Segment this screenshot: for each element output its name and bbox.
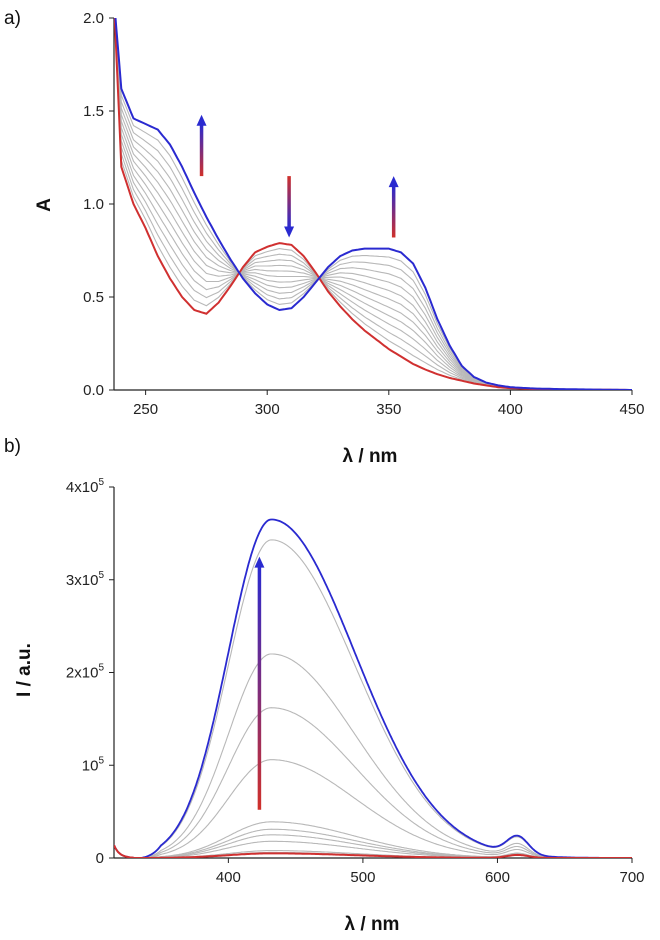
panel-b-y-tick-label: 4x105	[66, 477, 105, 496]
panel-b-y-tick-label: 105	[82, 755, 105, 774]
panel-a-traces	[114, 18, 632, 390]
panel-a-x-tick-label: 400	[498, 401, 523, 418]
panel-a-axes	[113, 18, 632, 391]
panel-a-x-tick-label: 250	[133, 401, 158, 418]
panel-b-ylabel: I / a.u.	[14, 643, 35, 697]
panel-a-intermediate-trace	[114, 18, 632, 390]
panel-b-traces	[114, 518, 632, 858]
panel-b-axes	[113, 487, 632, 859]
panel-a: a) 250 300 350 400 450 0.0 0.5 1.0 1.5 2.0 λ / nm…	[4, 8, 645, 467]
panel-a-ticks: 250 300 350 400 450 0.0 0.5 1.0 1.5 2.0	[83, 10, 644, 418]
panel-b-x-tick-label: 400	[216, 869, 241, 886]
panel-b-initial-trace	[114, 844, 632, 858]
panel-b-intermediate-trace	[114, 653, 632, 858]
panel-a-y-tick-label: 0.5	[83, 289, 104, 306]
y-tick-base: 10	[82, 757, 99, 774]
panel-a-arrow-up	[196, 114, 207, 177]
panel-b-final-trace	[114, 518, 632, 858]
panel-a-intermediate-trace	[114, 18, 632, 390]
panel-a-intermediate-trace	[114, 18, 632, 390]
panel-a-intermediate-trace	[114, 18, 632, 390]
y-tick-base: 0	[96, 850, 104, 867]
panel-a-y-tick-label: 1.0	[83, 196, 104, 213]
y-tick-exponent: 5	[98, 755, 104, 766]
panel-a-y-tick-label: 0.0	[83, 382, 104, 399]
panel-a-intermediate-trace	[114, 18, 632, 390]
panel-b-y-tick-label: 3x105	[66, 570, 105, 589]
panel-a-intermediate-trace	[114, 18, 632, 390]
panel-a-intermediate-trace	[114, 18, 632, 390]
panel-b-label: b)	[4, 436, 21, 457]
panel-a-xlabel: λ / nm	[343, 446, 398, 467]
y-tick-exponent: 5	[98, 663, 104, 674]
panel-a-initial-trace	[114, 18, 632, 390]
panel-b-intermediate-trace	[114, 759, 632, 858]
panel-b-arrows	[254, 556, 265, 810]
y-tick-base: 4x10	[66, 479, 99, 496]
panel-a-x-tick-label: 450	[619, 401, 644, 418]
panel-a-ylabel: A	[34, 198, 55, 212]
panel-a-arrow-down	[284, 176, 295, 238]
panel-b-xlabel: λ / nm	[345, 914, 400, 935]
y-tick-exponent: 5	[98, 570, 104, 581]
panel-a-arrows	[196, 114, 399, 238]
y-tick-base: 2x10	[66, 665, 99, 682]
panel-a-intermediate-trace	[114, 18, 632, 390]
panel-a-intermediate-trace	[114, 18, 632, 390]
panel-b-x-tick-label: 700	[619, 869, 644, 886]
panel-a-intermediate-trace	[114, 18, 632, 390]
panel-a-y-tick-label: 1.5	[83, 103, 104, 120]
y-tick-base: 3x10	[66, 572, 99, 589]
panel-a-intermediate-trace	[114, 18, 632, 390]
panel-b-y-tick-label: 0	[96, 850, 104, 867]
panel-a-arrow-up	[388, 176, 399, 238]
panel-b-x-tick-label: 500	[350, 869, 375, 886]
panel-b-arrow-up	[254, 556, 265, 810]
panel-a-x-tick-label: 300	[255, 401, 280, 418]
panel-a-y-tick-label: 2.0	[83, 10, 104, 27]
panel-a-label: a)	[4, 8, 21, 29]
y-tick-exponent: 5	[98, 477, 104, 488]
panel-a-x-tick-label: 350	[376, 401, 401, 418]
panel-b-y-tick-label: 2x105	[66, 663, 105, 682]
panel-b-intermediate-trace	[114, 707, 632, 858]
panel-a-final-trace	[114, 18, 632, 390]
panel-b-x-tick-label: 600	[485, 869, 510, 886]
